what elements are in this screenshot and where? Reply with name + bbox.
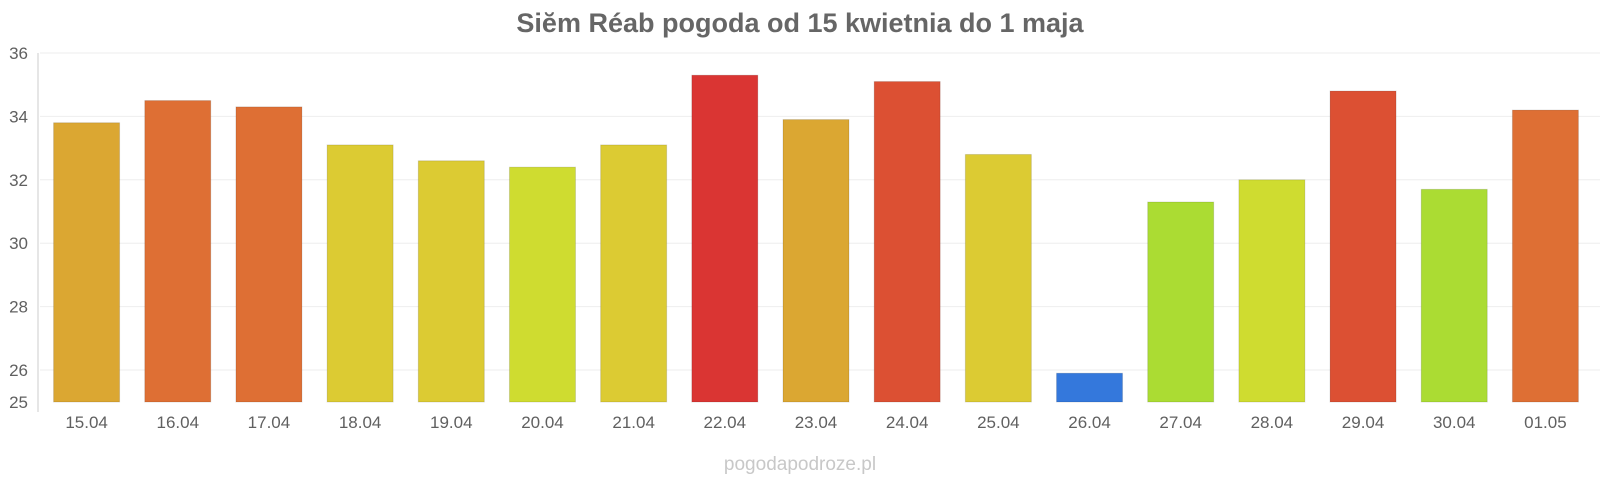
x-tick-label: 20.04 bbox=[521, 413, 564, 432]
bar-27.04 bbox=[1147, 201, 1215, 403]
x-tick-label: 29.04 bbox=[1342, 413, 1385, 432]
bar-26.04 bbox=[1056, 372, 1124, 403]
bar-22.04 bbox=[691, 74, 759, 403]
y-tick-label: 32 bbox=[9, 171, 28, 190]
bar-20.04 bbox=[508, 166, 576, 403]
credit-text: pogodapodroze.pl bbox=[724, 454, 876, 475]
bars bbox=[53, 74, 1579, 403]
x-tick-label: 19.04 bbox=[430, 413, 473, 432]
x-tick-label: 26.04 bbox=[1068, 413, 1111, 432]
bar-19.04 bbox=[417, 160, 485, 403]
bar-24.04 bbox=[873, 81, 941, 403]
x-tick-label: 15.04 bbox=[65, 413, 108, 432]
x-tick-label: 25.04 bbox=[977, 413, 1020, 432]
x-tick-label: 17.04 bbox=[248, 413, 291, 432]
x-tick-label: 18.04 bbox=[339, 413, 382, 432]
x-tick-label: 28.04 bbox=[1251, 413, 1294, 432]
x-tick-label: 24.04 bbox=[886, 413, 929, 432]
chart-title: Siĕm Réab pogoda od 15 kwietnia do 1 maj… bbox=[516, 8, 1084, 38]
y-tick-label: 28 bbox=[9, 298, 28, 317]
bar-25.04 bbox=[964, 153, 1032, 403]
x-tick-label: 22.04 bbox=[704, 413, 747, 432]
bar-18.04 bbox=[326, 144, 394, 403]
bar-29.04 bbox=[1329, 90, 1397, 403]
y-axis-ticks: 25 26 28 30 32 34 36 bbox=[9, 44, 28, 412]
x-tick-label: 30.04 bbox=[1433, 413, 1476, 432]
y-tick-label: 25 bbox=[9, 393, 28, 412]
bar-23.04 bbox=[782, 119, 850, 403]
y-tick-label: 36 bbox=[9, 44, 28, 63]
x-axis-ticks: 15.04 16.04 17.04 18.04 19.04 20.04 21.04 22.04… bbox=[65, 413, 1566, 432]
bar-01.05 bbox=[1511, 109, 1579, 403]
x-tick-label: 16.04 bbox=[156, 413, 199, 432]
x-tick-label: 27.04 bbox=[1159, 413, 1202, 432]
bar-21.04 bbox=[600, 144, 668, 403]
bar-15.04 bbox=[53, 122, 121, 403]
bar-16.04 bbox=[144, 100, 212, 403]
bar-28.04 bbox=[1238, 179, 1306, 403]
y-tick-label: 30 bbox=[9, 234, 28, 253]
y-tick-label: 34 bbox=[9, 107, 28, 126]
x-tick-label: 23.04 bbox=[795, 413, 838, 432]
bar-17.04 bbox=[235, 106, 303, 403]
x-tick-label: 01.05 bbox=[1524, 413, 1567, 432]
x-tick-label: 21.04 bbox=[612, 413, 655, 432]
y-tick-label: 26 bbox=[9, 361, 28, 380]
bar-30.04 bbox=[1420, 188, 1488, 403]
